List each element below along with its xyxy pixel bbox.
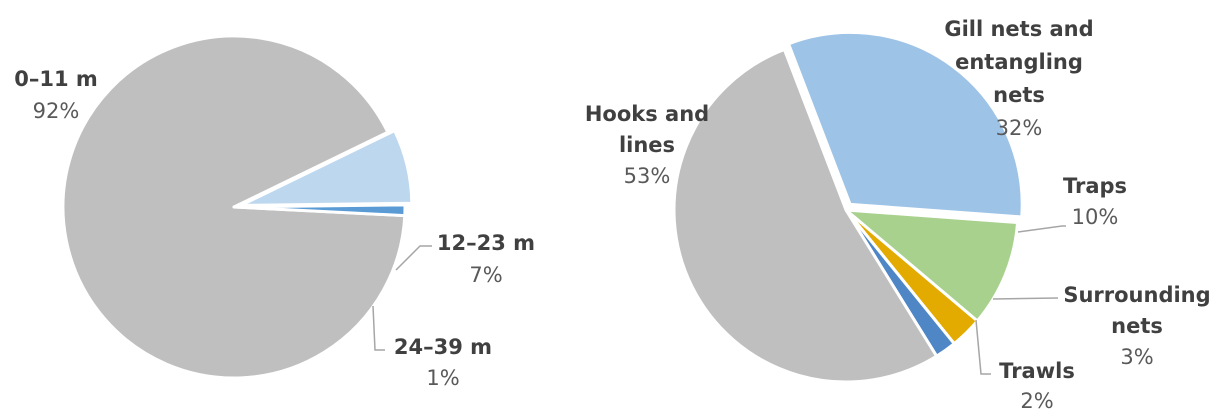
slice-value-traps: 10% (1072, 205, 1119, 229)
leader-line-trawls (975, 319, 991, 375)
pie-chart-fishing-gear: Gill nets and entangling nets 32% Traps 10% Su… (585, 17, 1211, 411)
slice-label-surrounding-nets: nets (1111, 314, 1163, 338)
slice-value-hooks-and-lines: 53% (624, 164, 671, 188)
leader-line-12-23-m (395, 245, 432, 271)
pie-slice-24-39-m (232, 203, 407, 218)
slice-label-traps: Traps (1063, 174, 1127, 198)
slice-label-24-39-m: 24–39 m (394, 335, 492, 359)
slice-value-24-39-m: 1% (426, 366, 459, 390)
pie-slice-hooks-and-lines (672, 47, 939, 384)
leader-line-traps (1017, 225, 1066, 233)
slice-value-12-23-m: 7% (469, 263, 502, 287)
slice-label-gill-nets-and-entangling-nets: entangling (955, 50, 1083, 74)
pie-slice-gill-nets-and-entangling-nets (787, 30, 1024, 219)
pie-chart-vessel-length: 0–11 m 92% 12–23 m 7% 24–39 m 1% (14, 34, 535, 390)
slice-label-0-11-m: 0–11 m (14, 67, 98, 91)
pie-slice-traps (844, 208, 1020, 323)
leader-line-24-39-m (372, 305, 385, 351)
pie-slice-12-23-m (239, 129, 414, 207)
leader-line-surrounding-nets (992, 297, 1059, 300)
slice-label-gill-nets-and-entangling-nets: Gill nets and (944, 17, 1093, 41)
slice-label-trawls: Trawls (999, 359, 1075, 383)
slice-value-surrounding-nets: 3% (1120, 345, 1153, 369)
slice-label-12-23-m: 12–23 m (437, 231, 535, 255)
slice-label-hooks-and-lines: Hooks and (585, 102, 709, 126)
slice-value-0-11-m: 92% (33, 99, 80, 123)
slice-value-trawls: 2% (1020, 389, 1053, 411)
slice-label-gill-nets-and-entangling-nets: nets (993, 83, 1045, 107)
slice-label-surrounding-nets: Surrounding (1063, 283, 1210, 307)
slice-label-hooks-and-lines: lines (619, 133, 675, 157)
slice-value-gill-nets-and-entangling-nets: 32% (996, 116, 1043, 140)
